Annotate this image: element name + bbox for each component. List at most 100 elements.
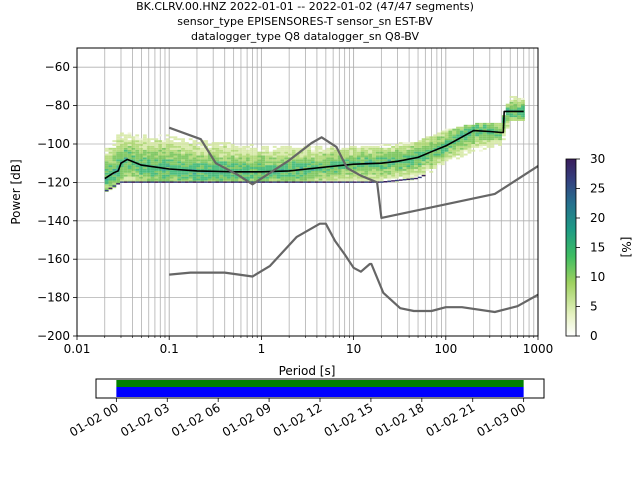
density-cell: [234, 157, 239, 160]
density-cell: [112, 180, 117, 183]
density-cell: [223, 174, 227, 177]
density-cell: [135, 142, 140, 144]
density-cell: [272, 174, 277, 177]
density-cell: [513, 97, 518, 100]
density-cell: [322, 165, 327, 168]
density-cell: [379, 174, 384, 177]
density-cell: [463, 142, 468, 144]
density-cell: [219, 155, 224, 158]
density-cell: [284, 147, 289, 150]
density-cell: [406, 149, 411, 152]
density-cell: [184, 144, 189, 146]
density-cell: [249, 147, 254, 150]
density-cell: [207, 157, 212, 160]
density-cell: [322, 163, 327, 166]
density-cell: [452, 145, 457, 148]
density-cell: [467, 134, 472, 137]
density-cell: [310, 172, 315, 175]
density-cell: [379, 170, 384, 173]
density-cell: [200, 165, 205, 168]
density-cell: [249, 178, 254, 181]
density-cell: [352, 159, 357, 162]
density-cell: [173, 136, 178, 139]
density-cell: [135, 172, 140, 175]
density-cell: [226, 163, 231, 166]
density-cell: [440, 163, 445, 166]
density-cell: [463, 144, 468, 146]
density-cell: [479, 140, 483, 143]
density-cell: [204, 181, 208, 183]
density-cell: [169, 151, 174, 154]
density-cell: [268, 168, 273, 171]
density-cell: [146, 144, 151, 146]
density-cell: [219, 142, 224, 144]
density-cell: [104, 153, 109, 156]
density-cell: [116, 157, 121, 160]
density-cell: [257, 165, 262, 168]
density-cell: [349, 167, 353, 169]
density-cell: [303, 163, 308, 166]
density-cell: [284, 172, 289, 175]
density-cell: [108, 176, 113, 179]
density-cell: [406, 161, 411, 164]
density-cell: [406, 157, 411, 160]
density-cell: [207, 172, 212, 175]
density-cell: [288, 178, 292, 181]
density-cell: [391, 163, 395, 166]
density-cell: [112, 165, 117, 168]
density-cell: [181, 155, 185, 158]
density-cell: [272, 159, 277, 162]
density-cell: [181, 145, 185, 148]
density-cell: [135, 157, 140, 160]
density-cell: [192, 174, 197, 177]
density-cell: [379, 149, 384, 152]
density-cell: [284, 176, 289, 179]
density-cell: [322, 170, 327, 173]
density-cell: [291, 167, 296, 169]
density-cell: [123, 155, 128, 158]
density-cell: [333, 151, 338, 154]
density-cell: [410, 151, 415, 154]
density-cell: [215, 145, 220, 148]
coverage-tick-label: 01-03 00: [474, 400, 528, 439]
density-cell: [375, 178, 380, 181]
density-cell: [234, 176, 239, 179]
density-cell: [188, 167, 193, 169]
density-cell: [219, 174, 224, 177]
density-cell: [146, 178, 151, 181]
density-cell: [120, 134, 124, 137]
density-cell: [123, 181, 128, 183]
colorbar-tick-label: 25: [590, 182, 605, 196]
density-cell: [268, 174, 273, 177]
density-cell: [444, 132, 449, 135]
density-cell: [280, 147, 285, 150]
density-cell: [238, 165, 243, 168]
density-cell: [211, 181, 216, 183]
density-cell: [288, 153, 292, 156]
density-cell: [230, 147, 235, 150]
density-cell: [345, 161, 350, 164]
density-cell: [158, 165, 163, 168]
density-cell: [414, 177, 418, 180]
density-cell: [406, 151, 411, 154]
density-cell: [467, 126, 472, 129]
density-cell: [127, 157, 132, 160]
density-cell: [410, 145, 415, 148]
density-cell: [406, 170, 411, 173]
density-cell: [276, 149, 281, 152]
density-cell: [204, 144, 208, 146]
density-cell: [150, 149, 155, 152]
density-cell: [345, 151, 350, 154]
density-cell: [303, 170, 308, 173]
density-cell: [131, 165, 136, 168]
density-cell: [112, 176, 117, 179]
density-cell: [142, 153, 147, 156]
density-cell: [433, 142, 438, 144]
density-cell: [265, 159, 269, 162]
density-cell: [475, 126, 480, 129]
density-cell: [452, 151, 457, 154]
density-cell: [456, 142, 460, 144]
density-cell: [120, 151, 124, 154]
density-cell: [219, 172, 224, 175]
density-cell: [394, 165, 399, 168]
